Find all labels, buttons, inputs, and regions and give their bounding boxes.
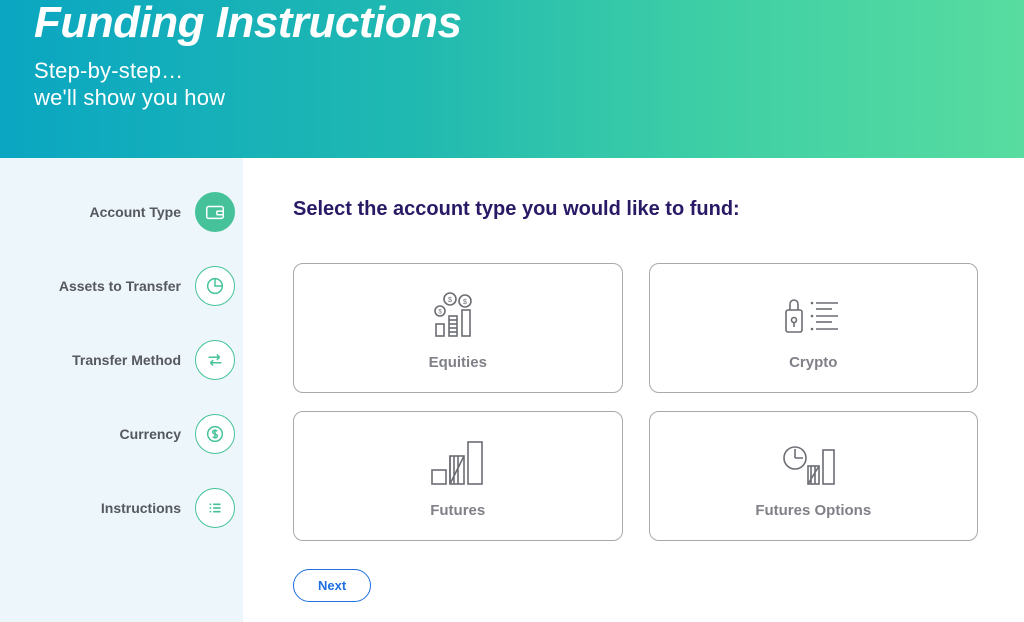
card-crypto[interactable]: Crypto [649, 263, 979, 393]
swap-icon [195, 340, 235, 380]
step-label: Assets to Transfer [59, 278, 181, 294]
hero-banner: Funding Instructions Step-by-step… we'll… [0, 0, 1024, 158]
futures-options-icon [778, 434, 848, 486]
crypto-icon [778, 286, 848, 338]
futures-icon [426, 434, 490, 486]
step-label: Currency [120, 426, 181, 442]
card-label: Crypto [789, 354, 837, 371]
step-transfer-method[interactable]: Transfer Method [0, 338, 243, 382]
step-label: Transfer Method [72, 352, 181, 368]
card-label: Futures Options [755, 502, 871, 519]
equities-icon: $ $ $ [428, 286, 488, 338]
main-heading: Select the account type you would like t… [293, 198, 978, 221]
card-futures-options[interactable]: Futures Options [649, 411, 979, 541]
svg-text:$: $ [438, 309, 442, 315]
step-account-type[interactable]: Account Type [0, 190, 243, 234]
step-label: Account Type [89, 204, 181, 220]
step-assets-to-transfer[interactable]: Assets to Transfer [0, 264, 243, 308]
card-label: Futures [430, 502, 485, 519]
step-instructions[interactable]: Instructions [0, 486, 243, 530]
card-equities[interactable]: $ $ $ Equities [293, 263, 623, 393]
steps-sidebar: Account Type Assets to Transfer Transfer… [0, 158, 243, 622]
page-title: Funding Instructions [34, 0, 1024, 46]
next-button[interactable]: Next [293, 569, 371, 602]
wallet-icon [195, 192, 235, 232]
svg-text:$: $ [463, 299, 467, 306]
card-label: Equities [429, 354, 487, 371]
svg-text:$: $ [448, 297, 452, 304]
dollar-icon [195, 414, 235, 454]
list-icon [195, 488, 235, 528]
account-type-grid: $ $ $ Equities [293, 263, 978, 541]
card-futures[interactable]: Futures [293, 411, 623, 541]
page-subtitle: Step-by-step… we'll show you how [34, 58, 1024, 112]
main-panel: Select the account type you would like t… [243, 158, 1024, 622]
pie-icon [195, 266, 235, 306]
step-currency[interactable]: Currency [0, 412, 243, 456]
content-area: Account Type Assets to Transfer Transfer… [0, 158, 1024, 622]
step-label: Instructions [101, 500, 181, 516]
